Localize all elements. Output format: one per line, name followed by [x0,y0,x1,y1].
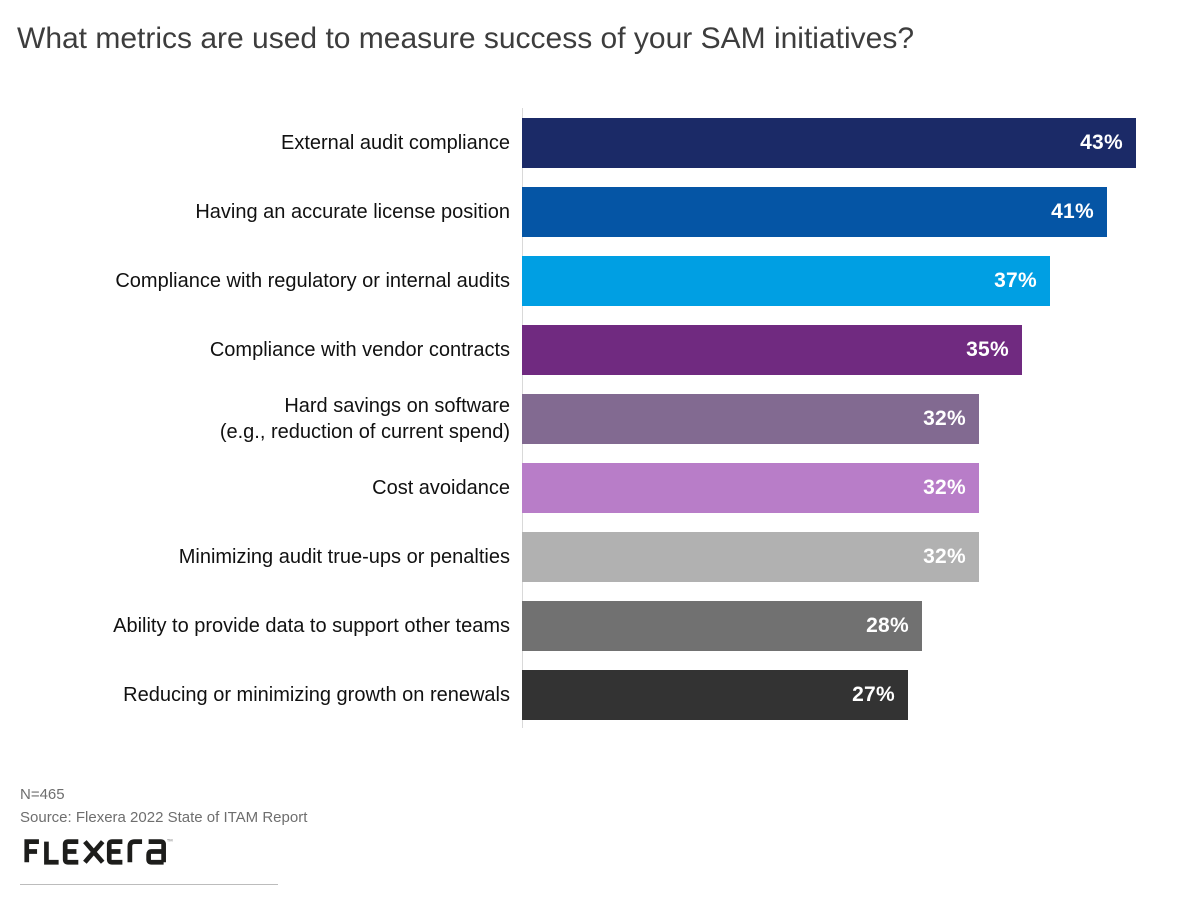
bar: 32% [522,532,979,582]
bar-chart: External audit compliance 43% Having an ac… [0,118,1200,720]
bar: 35% [522,325,1022,375]
chart-row: Reducing or minimizing growth on renewal… [0,670,1200,720]
bar: 32% [522,463,979,513]
trademark-symbol: ™ [166,839,173,846]
bar: 27% [522,670,908,720]
value-label: 32% [923,476,966,499]
chart-row: Hard savings on software (e.g., reductio… [0,394,1200,444]
bar: 37% [522,256,1050,306]
category-label: Reducing or minimizing growth on renewal… [123,684,510,706]
chart-row: Having an accurate license position 41% [0,187,1200,237]
chart-row: Cost avoidance 32% [0,463,1200,513]
chart-rows: External audit compliance 43% Having an ac… [0,118,1200,720]
chart-row: Ability to provide data to support other… [0,601,1200,651]
value-label: 35% [966,338,1009,361]
value-label: 41% [1051,200,1094,223]
value-label: 27% [852,683,895,706]
value-label: 32% [923,407,966,430]
category-label: Compliance with vendor contracts [209,339,510,361]
bar: 32% [522,394,979,444]
chart-title: What metrics are used to measure success… [17,22,915,55]
category-label: Minimizing audit true-ups or penalties [178,546,510,568]
flexera-logo: ™ [20,836,176,871]
value-label: 37% [994,269,1037,292]
value-label: 43% [1080,131,1123,154]
value-label: 32% [923,545,966,568]
category-label: Compliance with regulatory or internal a… [115,270,510,292]
chart-row: Compliance with regulatory or internal a… [0,256,1200,306]
chart-row: External audit compliance 43% [0,118,1200,168]
category-label: Hard savings on software (e.g., reductio… [219,395,510,443]
bar: 41% [522,187,1107,237]
category-label: Ability to provide data to support other… [113,615,510,637]
chart-row: Compliance with vendor contracts 35% [0,325,1200,375]
source-note: Source: Flexera 2022 State of ITAM Repor… [20,809,308,826]
category-label: Having an accurate license position [195,201,510,223]
category-label: Cost avoidance [372,477,510,499]
bar: 43% [522,118,1136,168]
flexera-logo-icon: ™ [24,839,173,865]
footer-divider [20,884,278,885]
bar: 28% [522,601,922,651]
sample-size-note: N=465 [20,786,65,803]
category-label: External audit compliance [280,132,510,154]
chart-row: Minimizing audit true-ups or penalties 32… [0,532,1200,582]
value-label: 28% [866,614,909,637]
